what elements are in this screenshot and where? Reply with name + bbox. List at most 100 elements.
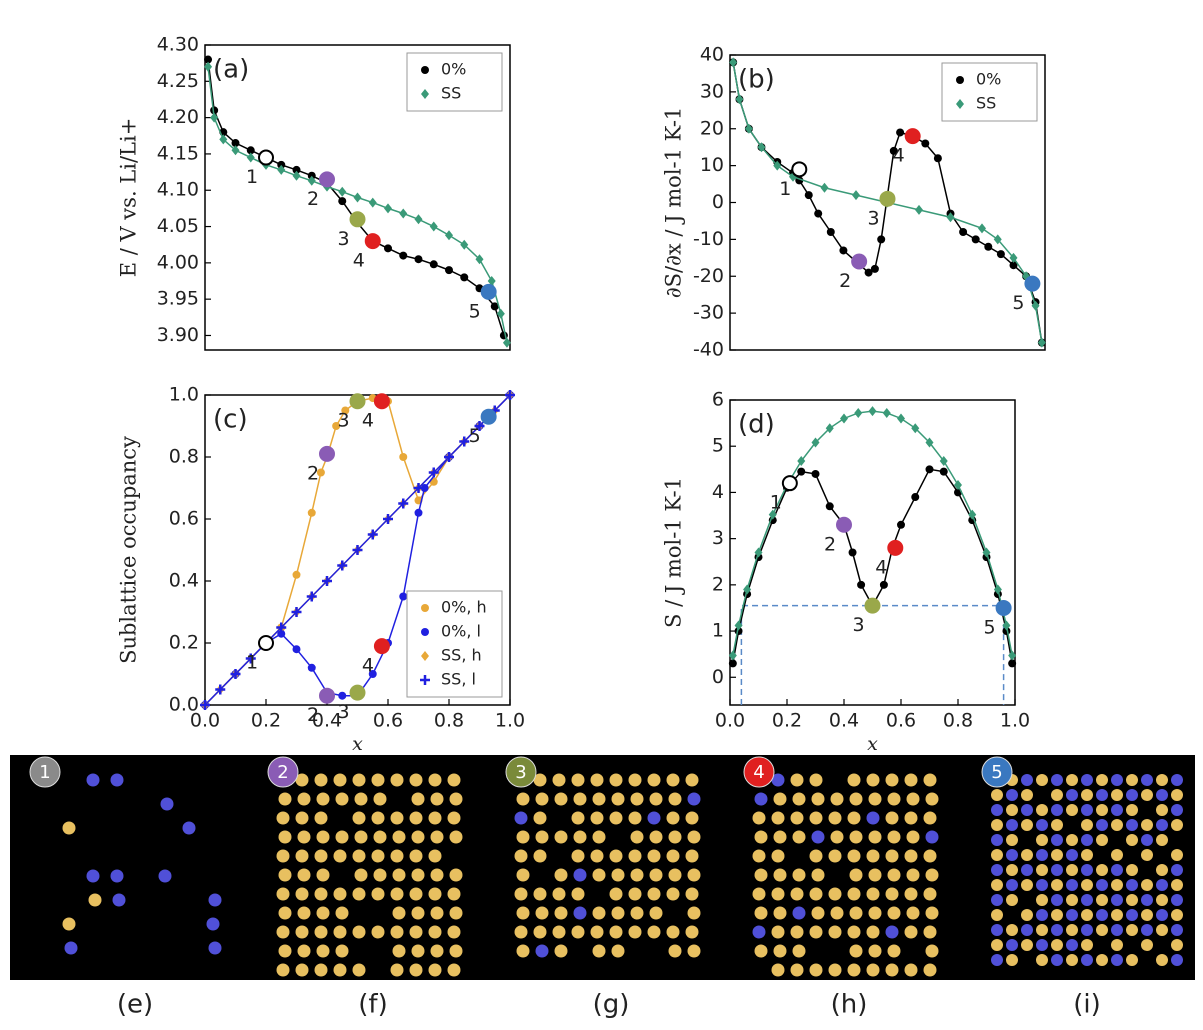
data-point xyxy=(474,421,485,431)
highlight-point xyxy=(864,597,881,614)
lattice-site xyxy=(904,963,918,977)
data-point xyxy=(460,239,469,250)
lattice-site xyxy=(1006,804,1018,816)
lattice-site xyxy=(1051,879,1063,891)
data-point xyxy=(460,273,469,282)
lattice-site xyxy=(811,830,825,844)
data-point xyxy=(946,212,955,223)
snapshot-caption: (e) xyxy=(117,990,153,1020)
data-point xyxy=(954,480,962,491)
lattice-site xyxy=(335,944,349,958)
legend-label: SS xyxy=(441,84,461,103)
lattice-site xyxy=(62,917,76,931)
data-point xyxy=(1031,300,1040,311)
lattice-site xyxy=(790,811,804,825)
lattice-site xyxy=(868,868,882,882)
lattice-site xyxy=(771,773,785,787)
lattice-site xyxy=(687,944,701,958)
y-tick-label: 4.30 xyxy=(157,34,199,56)
lattice-site xyxy=(554,944,568,958)
lattice-site xyxy=(1141,894,1153,906)
lattice-site xyxy=(1006,819,1018,831)
y-tick-label: 0.6 xyxy=(169,508,199,530)
data-point xyxy=(429,260,438,269)
lattice-site xyxy=(390,811,404,825)
lattice-site xyxy=(278,792,292,806)
lattice-site xyxy=(371,887,385,901)
lattice-site xyxy=(868,830,882,844)
data-point xyxy=(939,467,948,476)
highlight-label: 2 xyxy=(839,270,851,292)
lattice-site xyxy=(390,773,404,787)
highlight-label: 2 xyxy=(307,188,319,210)
lattice-site xyxy=(1021,924,1033,936)
lattice-site xyxy=(1096,774,1108,786)
lattice-site xyxy=(866,887,880,901)
lattice-site xyxy=(991,789,1003,801)
data-point xyxy=(971,235,980,244)
lattice-site xyxy=(1051,939,1063,951)
lattice-site xyxy=(428,963,442,977)
lattice-site xyxy=(773,792,787,806)
x-tick-label: 0.0 xyxy=(715,710,745,732)
highlight-label: 2 xyxy=(824,533,836,555)
lattice-site xyxy=(811,792,825,806)
lattice-site xyxy=(1081,864,1093,876)
lattice-site xyxy=(449,868,463,882)
lattice-site xyxy=(297,906,311,920)
lattice-site xyxy=(373,868,387,882)
highlight-point xyxy=(258,635,274,651)
highlight-point xyxy=(364,233,381,250)
lattice-site xyxy=(925,944,939,958)
legend-marker xyxy=(956,99,964,109)
lattice-site xyxy=(923,811,937,825)
lattice-site xyxy=(428,925,442,939)
lattice-site xyxy=(1081,834,1093,846)
lattice-site xyxy=(392,944,406,958)
lattice-site xyxy=(516,830,530,844)
lattice-site xyxy=(1141,849,1153,861)
highlight-label: 2 xyxy=(307,704,319,726)
lattice-site xyxy=(1081,924,1093,936)
lattice-site xyxy=(333,849,347,863)
data-point xyxy=(414,508,423,517)
y-tick-label: 4.05 xyxy=(157,215,199,237)
data-point xyxy=(839,246,848,255)
lattice-site xyxy=(611,868,625,882)
data-point xyxy=(897,413,905,424)
lattice-site xyxy=(333,887,347,901)
lattice-site xyxy=(790,887,804,901)
lattice-site xyxy=(314,887,328,901)
data-point xyxy=(459,436,470,447)
lattice-site xyxy=(1126,834,1138,846)
x-tick-label: 0.4 xyxy=(829,710,859,732)
lattice-site xyxy=(828,925,842,939)
lattice-site xyxy=(352,963,366,977)
lattice-site xyxy=(1126,924,1138,936)
data-point xyxy=(414,255,423,264)
lattice-site xyxy=(991,864,1003,876)
lattice-site xyxy=(182,821,196,835)
lattice-site xyxy=(685,887,699,901)
lattice-site xyxy=(409,925,423,939)
data-point xyxy=(911,493,920,502)
lattice-site xyxy=(1111,879,1123,891)
lattice-site xyxy=(847,925,861,939)
lattice-site xyxy=(1111,894,1123,906)
lattice-site xyxy=(276,887,290,901)
lattice-site xyxy=(552,925,566,939)
lattice-site xyxy=(611,944,625,958)
legend-box xyxy=(406,52,503,112)
data-point xyxy=(505,390,515,400)
data-point xyxy=(811,469,820,478)
lattice-site xyxy=(923,773,937,787)
lattice-site xyxy=(666,811,680,825)
data-point xyxy=(925,437,934,448)
x-axis-label: x xyxy=(352,733,363,755)
lattice-site xyxy=(628,849,642,863)
lattice-site xyxy=(925,792,939,806)
lattice-site xyxy=(868,944,882,958)
lattice-site xyxy=(991,939,1003,951)
lattice-site xyxy=(1111,954,1123,966)
highlight-label: 3 xyxy=(867,207,879,229)
